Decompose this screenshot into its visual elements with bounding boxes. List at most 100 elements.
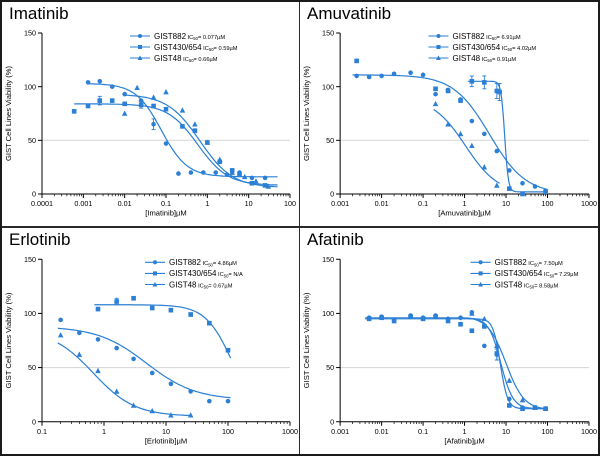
svg-text:1000: 1000 bbox=[581, 199, 597, 208]
svg-text:150: 150 bbox=[322, 255, 334, 264]
svg-text:0.01: 0.01 bbox=[118, 199, 132, 208]
svg-text:10: 10 bbox=[502, 199, 510, 208]
svg-text:100: 100 bbox=[322, 82, 334, 91]
y-axis-title: GIST Cell Lines Viability (%) bbox=[4, 65, 13, 161]
svg-text:100: 100 bbox=[541, 199, 553, 208]
panel-title-amuvatinib: Amuvatinib bbox=[307, 4, 392, 23]
legend-entry: GIST882 IC50= 4.86µM bbox=[169, 258, 237, 267]
svg-text:100: 100 bbox=[24, 309, 36, 318]
fit-curve bbox=[352, 74, 548, 190]
x-axis-title: [Amuvatinib]µM bbox=[438, 209, 491, 218]
panel-title-afatinib: Afatinib bbox=[307, 230, 364, 249]
erlotinib-chart: 0.1 1 10 100 1000 [Erlotinib]µM 0 50 100 150 GIST … bbox=[4, 255, 298, 446]
svg-text:1000: 1000 bbox=[282, 427, 298, 436]
legend: GIST882 IC50= 0.077µM GIST430/654 IC50= 0… bbox=[130, 32, 238, 63]
series-GIST430/654 bbox=[94, 295, 232, 359]
fit-curve bbox=[57, 342, 191, 417]
svg-text:100: 100 bbox=[541, 427, 553, 436]
legend-entry: GIST430/654 IC50= 0.59µM bbox=[154, 43, 238, 52]
svg-text:0.01: 0.01 bbox=[375, 427, 389, 436]
svg-text:10: 10 bbox=[162, 427, 170, 436]
legend-entry: GIST882 IC50= 0.077µM bbox=[154, 32, 225, 41]
svg-text:0.001: 0.001 bbox=[74, 199, 92, 208]
svg-text:0: 0 bbox=[330, 190, 334, 199]
svg-text:0.1: 0.1 bbox=[418, 199, 428, 208]
series-GIST48 bbox=[121, 84, 278, 189]
svg-text:100: 100 bbox=[284, 199, 296, 208]
legend: GIST882 IC50= 7.50µM GIST430/654 IC50= 7.… bbox=[470, 258, 579, 290]
legend-entry: GIST882 IC50= 7.50µM bbox=[495, 258, 563, 267]
x-axis: 0.001 0.01 0.1 1 10 100 1000 [Afatinib]µM bbox=[331, 421, 597, 445]
legend-entry: GIST48 IC50= 8.58µM bbox=[495, 280, 559, 289]
svg-text:150: 150 bbox=[24, 29, 36, 38]
series-GIST48 bbox=[432, 100, 500, 188]
svg-text:150: 150 bbox=[24, 255, 36, 264]
fit-curve bbox=[57, 327, 231, 399]
svg-text:1: 1 bbox=[463, 427, 467, 436]
fit-curve bbox=[74, 103, 278, 186]
legend-entry: GIST430/654 IC50= N/A bbox=[169, 269, 243, 278]
legend-entry: GIST48 IC50= 0.91µM bbox=[453, 54, 517, 63]
y-axis-title: GIST Cell Lines Viability (%) bbox=[4, 292, 13, 388]
svg-text:100: 100 bbox=[322, 309, 334, 318]
series-GIST48 bbox=[57, 332, 194, 418]
fit-curve bbox=[467, 317, 548, 410]
svg-text:0.0001: 0.0001 bbox=[31, 199, 53, 208]
fit-curve bbox=[94, 304, 232, 359]
svg-text:100: 100 bbox=[24, 82, 36, 91]
series-GIST430/654 bbox=[354, 58, 548, 197]
x-axis-title: [Erlotinib]µM bbox=[145, 436, 187, 445]
x-axis: 0.0001 0.001 0.01 0.1 1 10 100 [Imatinib]µM bbox=[31, 193, 296, 218]
legend-entry: GIST430/654 IC50= 7.29µM bbox=[495, 269, 579, 278]
legend-entry: GIST430/654 IC50= 4.02µM bbox=[453, 43, 537, 52]
panel-afatinib: Afatinib 0.001 0.01 0.1 1 10 100 1000 [Afatinib… bbox=[300, 228, 598, 454]
y-axis: 0 50 100 150 GIST Cell Lines Viability (%) bbox=[302, 255, 341, 426]
svg-text:50: 50 bbox=[28, 136, 36, 145]
svg-text:0.1: 0.1 bbox=[418, 427, 428, 436]
fit-curve bbox=[433, 109, 500, 184]
legend-entry: GIST48 IC50= 0.66µM bbox=[154, 54, 218, 63]
panel-title-erlotinib: Erlotinib bbox=[9, 230, 71, 249]
svg-text:0.001: 0.001 bbox=[331, 427, 349, 436]
fit-curve bbox=[365, 318, 548, 410]
x-axis-title: [Afatinib]µM bbox=[444, 436, 484, 445]
amuvatinib-chart: 0.001 0.01 0.1 1 10 100 1000 [Amuvatinib]µM 0 50 1… bbox=[302, 29, 597, 218]
series-GIST882 bbox=[85, 79, 278, 181]
panel-title-imatinib: Imatinib bbox=[9, 4, 69, 23]
fit-curve bbox=[88, 83, 278, 178]
svg-text:50: 50 bbox=[326, 363, 334, 372]
svg-text:1: 1 bbox=[102, 427, 106, 436]
svg-text:10: 10 bbox=[245, 199, 253, 208]
fit-curve bbox=[124, 94, 278, 188]
x-axis-title: [Imatinib]µM bbox=[145, 209, 187, 218]
svg-text:1000: 1000 bbox=[581, 427, 597, 436]
imatinib-chart: 0.0001 0.001 0.01 0.1 1 10 100 [Imatinib]µM 0 50 1… bbox=[4, 29, 296, 218]
svg-text:10: 10 bbox=[502, 427, 510, 436]
x-axis: 0.1 1 10 100 1000 [Erlotinib]µM bbox=[37, 421, 298, 445]
legend: GIST882 IC50= 4.86µM GIST430/654 IC50= N/… bbox=[145, 258, 243, 290]
svg-text:0.01: 0.01 bbox=[375, 199, 389, 208]
svg-text:50: 50 bbox=[28, 363, 36, 372]
y-axis: 0 50 100 150 GIST Cell Lines Viability (%) bbox=[302, 29, 341, 199]
svg-text:100: 100 bbox=[222, 427, 234, 436]
svg-text:0.1: 0.1 bbox=[37, 427, 47, 436]
fit-curve bbox=[365, 317, 548, 410]
afatinib-chart: 0.001 0.01 0.1 1 10 100 1000 [Afatinib]µM 0 50 100… bbox=[302, 255, 597, 446]
series-GIST882 bbox=[365, 310, 548, 412]
legend: GIST882 IC50= 6.91µM GIST430/654 IC50= 4.… bbox=[428, 32, 536, 63]
svg-text:0.001: 0.001 bbox=[331, 199, 349, 208]
legend-entry: GIST48 IC50= 0.67µM bbox=[169, 280, 233, 289]
y-axis-title: GIST Cell Lines Viability (%) bbox=[302, 292, 311, 388]
y-axis: 0 50 100 150 GIST Cell Lines Viability (%) bbox=[4, 255, 43, 426]
y-axis-title: GIST Cell Lines Viability (%) bbox=[302, 65, 311, 161]
svg-text:0: 0 bbox=[32, 190, 36, 199]
svg-text:1: 1 bbox=[205, 199, 209, 208]
series-GIST430/654 bbox=[365, 314, 548, 412]
panel-imatinib: Imatinib 0.0001 0.001 0.01 0.1 1 10 100 [Imatin… bbox=[2, 2, 300, 228]
svg-text:0: 0 bbox=[32, 417, 36, 426]
y-axis: 0 50 100 150 GIST Cell Lines Viability (%) bbox=[4, 29, 43, 199]
fit-curve bbox=[467, 80, 548, 193]
svg-text:0: 0 bbox=[330, 417, 334, 426]
x-axis: 0.001 0.01 0.1 1 10 100 1000 [Amuvatinib]µM bbox=[331, 193, 597, 218]
panel-erlotinib: Erlotinib 0.1 1 10 100 1000 [Erlotinib]µM 0 50 1… bbox=[2, 228, 300, 454]
